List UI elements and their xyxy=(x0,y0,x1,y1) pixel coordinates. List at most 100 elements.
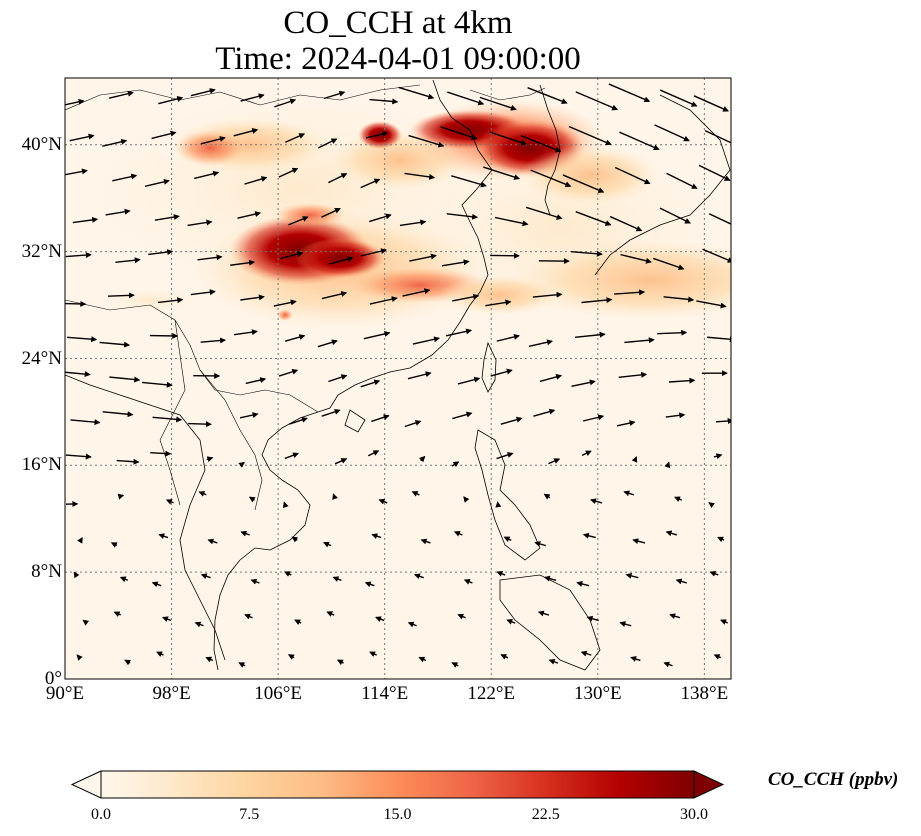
wind-arrow xyxy=(457,376,481,385)
wind-arrow xyxy=(378,498,388,505)
coast-china xyxy=(317,79,493,413)
wind-arrow xyxy=(165,499,174,505)
wind-arrow xyxy=(407,371,432,380)
wind-arrow xyxy=(360,178,381,189)
colorbar-tick-label: 30.0 xyxy=(680,806,708,823)
wind-arrow xyxy=(528,339,554,348)
plume-korea xyxy=(520,145,660,205)
wind-arrow xyxy=(420,538,431,545)
wind-arrow xyxy=(162,616,172,622)
wind-arrow xyxy=(328,256,354,265)
y-tick-label: 40°N xyxy=(21,133,62,155)
wind-arrow xyxy=(156,651,164,657)
wind-arrow xyxy=(709,570,719,577)
x-tick-label: 114°E xyxy=(361,683,409,704)
wind-arrow xyxy=(148,249,174,256)
plume-yangtze-core xyxy=(295,238,385,278)
wind-arrow xyxy=(332,493,338,500)
wind-arrow xyxy=(457,613,466,620)
gridlines xyxy=(65,78,731,679)
coast-hainan xyxy=(344,409,366,433)
wind-arrow xyxy=(188,421,212,428)
wind-arrow xyxy=(237,211,262,219)
wind-arrow xyxy=(360,248,388,257)
wind-arrow xyxy=(102,138,128,147)
plume-tibet xyxy=(90,285,210,315)
wind-arrow xyxy=(609,215,643,232)
coast-philippines xyxy=(474,429,541,561)
wind-arrow xyxy=(625,572,639,579)
wind-arrow xyxy=(117,493,125,500)
wind-arrow xyxy=(76,654,83,661)
wind-arrow xyxy=(158,533,169,540)
wind-arrow xyxy=(702,248,731,263)
wind-arrow xyxy=(102,411,134,418)
wind-arrow xyxy=(614,289,646,296)
wind-arrow xyxy=(533,408,556,417)
coast-vietnam xyxy=(254,411,319,551)
wind-arrow xyxy=(151,130,177,140)
wind-arrow xyxy=(500,654,509,660)
wind-arrow xyxy=(334,458,348,465)
wind-arrow xyxy=(240,294,265,301)
wind-arrow xyxy=(141,381,173,388)
wind-arrow xyxy=(113,611,121,617)
wind-arrow xyxy=(490,368,513,377)
wind-arrow xyxy=(282,501,289,509)
wind-arrow xyxy=(110,542,118,548)
chart-title-line2: Time: 2024-04-01 09:00:00 xyxy=(215,41,581,77)
wind-arrow xyxy=(112,173,138,182)
wind-arrow xyxy=(674,496,683,502)
wind-arrow xyxy=(666,172,698,189)
wind-arrow xyxy=(278,167,299,178)
wind-arrow xyxy=(67,336,98,343)
wind-arrow xyxy=(659,89,698,107)
wind-arrow xyxy=(284,571,292,577)
wind-arrow xyxy=(632,538,646,545)
wind-arrow xyxy=(273,299,297,307)
wind-arrow xyxy=(288,216,309,226)
border-laos xyxy=(199,369,263,511)
wind-arrow xyxy=(404,172,436,180)
wind-arrow xyxy=(65,252,92,259)
wind-arrow xyxy=(418,656,427,663)
x-tick-label: 138°E xyxy=(680,683,729,704)
wind-arrow xyxy=(440,126,478,140)
colorbar xyxy=(70,770,725,799)
concentration-field xyxy=(65,78,731,340)
wind-arrow xyxy=(657,329,688,336)
wind-arrow xyxy=(369,296,398,305)
wind-arrow xyxy=(623,490,635,497)
wind-arrow xyxy=(489,131,527,146)
wind-arrow xyxy=(614,166,651,185)
map-frame xyxy=(64,77,732,680)
wind-arrow xyxy=(65,453,92,460)
wind-arrow xyxy=(586,615,599,622)
wind-arrow xyxy=(238,662,246,668)
wind-arrow xyxy=(365,131,389,139)
wind-arrow xyxy=(198,491,207,497)
wind-arrow xyxy=(69,133,95,142)
wind-arrow xyxy=(619,621,632,627)
wind-arrow xyxy=(411,491,420,497)
wind-arrow xyxy=(328,173,348,184)
wind-arrow xyxy=(717,536,725,543)
colorbar-tick-label: 7.5 xyxy=(239,806,260,823)
coast-taiwan xyxy=(481,341,497,393)
wind-arrow xyxy=(107,292,135,299)
wind-arrow xyxy=(575,211,612,226)
wind-arrow xyxy=(453,531,463,537)
wind-arrow xyxy=(158,96,184,105)
wind-arrow xyxy=(574,331,606,338)
colorbar-body xyxy=(101,771,694,798)
wind-arrow xyxy=(543,493,551,500)
colorbar-extend-high xyxy=(693,770,725,799)
wind-arrow xyxy=(520,134,562,153)
wind-arrow xyxy=(568,125,612,146)
wind-arrow xyxy=(704,130,731,144)
wind-arrow xyxy=(571,379,596,387)
wind-arrow xyxy=(713,654,722,660)
wind-arrow xyxy=(407,621,417,628)
wind-arrow xyxy=(479,96,517,111)
border-mainland-sea xyxy=(65,374,226,661)
